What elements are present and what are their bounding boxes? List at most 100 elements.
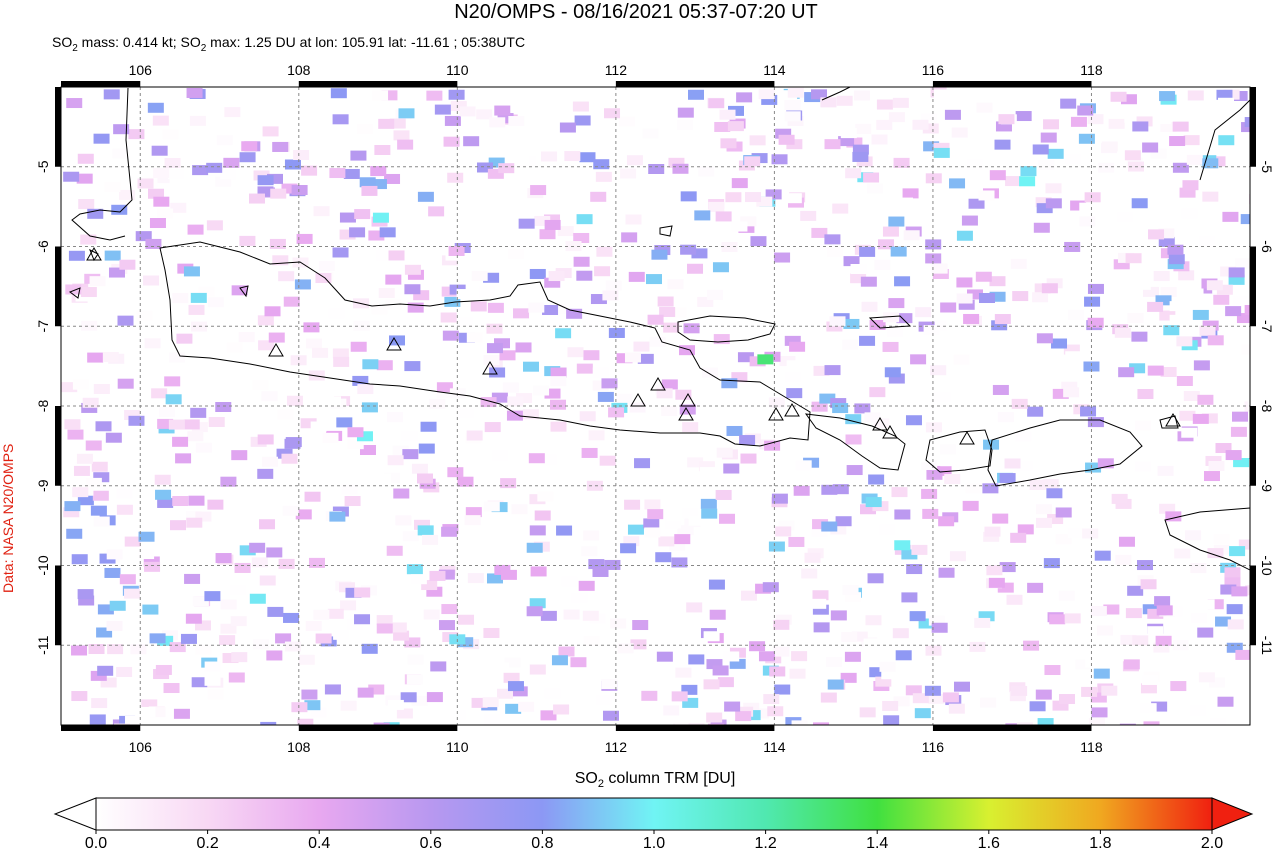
- so2-pixel: [1224, 576, 1241, 587]
- so2-pixel: [975, 271, 992, 282]
- frame-bar: [615, 81, 775, 87]
- so2-pixel: [1215, 443, 1232, 454]
- so2-pixel: [223, 157, 240, 168]
- so2-pixel: [215, 176, 232, 187]
- so2-pixel: [663, 322, 680, 333]
- so2-pixel: [1096, 625, 1113, 636]
- so2-pixel: [261, 391, 278, 402]
- so2-pixel: [64, 501, 81, 512]
- so2-pixel: [570, 126, 587, 137]
- so2-pixel: [93, 133, 110, 144]
- so2-pixel: [602, 290, 619, 301]
- so2-pixel: [1020, 166, 1037, 177]
- so2-pixel: [774, 252, 791, 263]
- so2-pixel: [483, 627, 500, 638]
- so2-pixel: [404, 637, 421, 648]
- so2-pixel: [1183, 135, 1200, 146]
- so2-pixel: [224, 107, 241, 118]
- so2-pixel: [871, 134, 888, 145]
- so2-pixel: [167, 169, 184, 180]
- so2-pixel: [735, 711, 752, 722]
- so2-pixel: [535, 685, 552, 696]
- so2-pixel: [687, 263, 704, 274]
- so2-pixel: [1147, 626, 1164, 637]
- so2-pixel: [145, 238, 162, 249]
- lon-tick-label: 116: [922, 739, 945, 755]
- so2-pixel: [1249, 194, 1250, 205]
- so2-pixel: [376, 360, 393, 371]
- frame-bar: [55, 565, 61, 646]
- so2-pixel: [373, 722, 390, 725]
- so2-pixel: [688, 723, 705, 725]
- lon-tick-label: 118: [1080, 62, 1103, 78]
- so2-pixel: [595, 171, 612, 182]
- so2-pixel: [1043, 558, 1060, 569]
- so2-pixel: [172, 436, 189, 447]
- so2-pixel: [674, 534, 691, 545]
- so2-pixel: [675, 667, 692, 678]
- so2-pixel: [275, 633, 292, 644]
- so2-pixel: [1192, 413, 1209, 424]
- so2-pixel: [89, 276, 106, 287]
- so2-pixel: [876, 99, 893, 110]
- so2-pixel: [147, 102, 164, 113]
- so2-pixel: [1041, 283, 1058, 294]
- so2-pixel: [659, 306, 676, 317]
- so2-pixel: [518, 701, 535, 712]
- so2-pixel: [1070, 116, 1087, 127]
- so2-pixel: [634, 458, 651, 469]
- so2-pixel: [347, 439, 364, 450]
- so2-pixel: [784, 335, 801, 346]
- so2-pixel: [124, 588, 141, 599]
- so2-pixel: [968, 198, 985, 209]
- so2-pixel: [785, 193, 802, 204]
- so2-pixel: [942, 692, 959, 703]
- so2-pixel: [708, 350, 725, 361]
- so2-pixel: [1241, 122, 1250, 133]
- so2-pixel: [1151, 701, 1168, 712]
- lat-tick-label: -5: [35, 160, 51, 173]
- so2-pixel: [491, 392, 508, 403]
- so2-pixel: [551, 655, 568, 666]
- so2-pixel: [1160, 121, 1177, 132]
- so2-pixel: [819, 393, 836, 404]
- so2-pixel: [830, 610, 847, 621]
- coast-lombok: [925, 429, 993, 473]
- so2-pixel: [994, 314, 1011, 325]
- so2-pixel: [387, 699, 404, 710]
- so2-pixel: [588, 430, 605, 441]
- so2-pixel: [357, 687, 374, 698]
- so2-pixel: [1176, 376, 1193, 387]
- so2-pixel: [234, 562, 251, 573]
- so2-pixel: [712, 665, 729, 676]
- so2-pixel: [890, 246, 907, 257]
- so2-pixel: [1218, 135, 1235, 146]
- so2-pixel: [222, 653, 239, 664]
- so2-pixel: [483, 501, 500, 512]
- so2-pixel: [1042, 478, 1059, 489]
- coast-bali: [804, 413, 906, 471]
- so2-pixel: [528, 302, 545, 313]
- so2-pixel: [272, 255, 289, 266]
- so2-pixel: [76, 453, 93, 464]
- so2-pixel: [1249, 182, 1250, 193]
- lon-tick-label: 110: [446, 62, 469, 78]
- so2-pixel: [207, 499, 224, 510]
- so2-pixel: [1065, 153, 1082, 164]
- so2-pixel: [1064, 613, 1081, 624]
- so2-pixel: [698, 461, 715, 472]
- so2-pixel: [916, 452, 933, 463]
- so2-pixel: [1108, 348, 1125, 359]
- so2-pixel: [846, 465, 863, 476]
- so2-pixel: [170, 202, 187, 213]
- so2-pixel: [668, 157, 685, 168]
- so2-pixel: [113, 124, 130, 135]
- so2-pixel: [680, 191, 697, 202]
- so2-pixel: [851, 631, 868, 642]
- so2-pixel: [1015, 111, 1032, 122]
- so2-pixel: [375, 473, 392, 484]
- so2-pixel: [458, 407, 475, 418]
- colorbar-over: [1211, 797, 1254, 831]
- so2-pixel: [266, 547, 283, 558]
- colorbar-tick-label: 1.2: [754, 835, 776, 852]
